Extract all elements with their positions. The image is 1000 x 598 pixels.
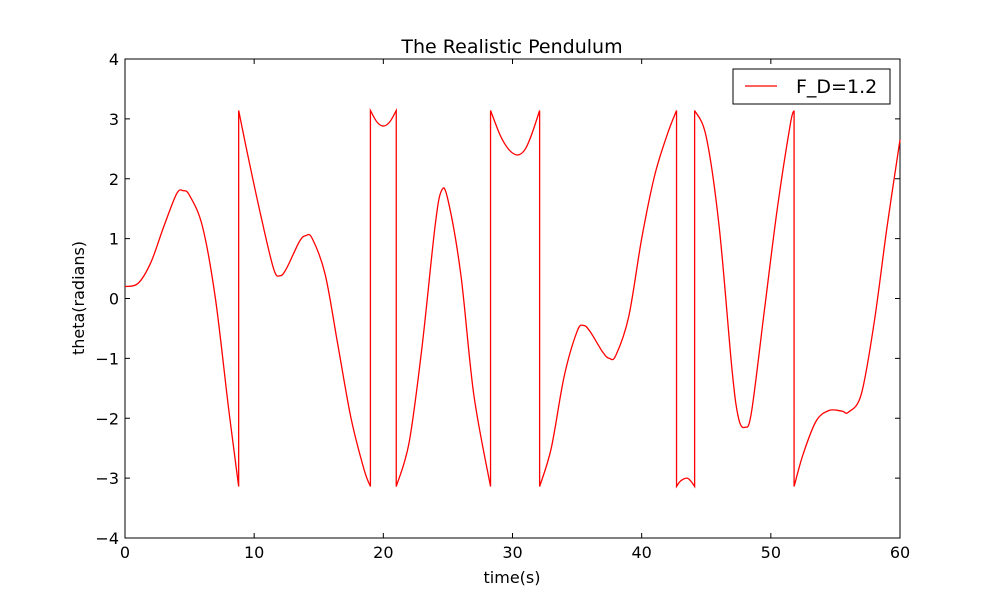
x-axis-ticks: 0 10 20 30 40 50 60 [120,59,910,562]
chart-title: The Realistic Pendulum [400,36,622,58]
y-tick-label: −1 [95,349,119,368]
y-tick-label: 1 [109,230,119,249]
y-tick-label: 2 [109,170,119,189]
y-axis-label: theta(radians) [69,241,88,355]
x-tick-label: 40 [631,543,651,562]
x-axis-label: time(s) [484,568,541,587]
series-lines [124,108,901,489]
x-tick-label: 50 [761,543,781,562]
series-line [124,108,901,489]
y-axis-ticks: −4 −3 −2 −1 0 1 2 3 4 [95,50,900,548]
y-tick-label: 3 [109,110,119,129]
y-tick-label: −3 [95,469,119,488]
legend-label: F_D=1.2 [796,76,877,98]
y-tick-label: 4 [109,50,119,69]
y-tick-label: −2 [95,409,119,428]
legend: F_D=1.2 [732,68,891,105]
y-tick-label: −4 [95,529,119,548]
x-tick-label: 60 [890,543,910,562]
y-tick-label: 0 [109,290,119,309]
x-tick-label: 30 [502,543,522,562]
x-tick-label: 20 [373,543,393,562]
plot-frame [124,58,901,539]
x-tick-label: 0 [120,543,130,562]
x-tick-label: 10 [244,543,264,562]
